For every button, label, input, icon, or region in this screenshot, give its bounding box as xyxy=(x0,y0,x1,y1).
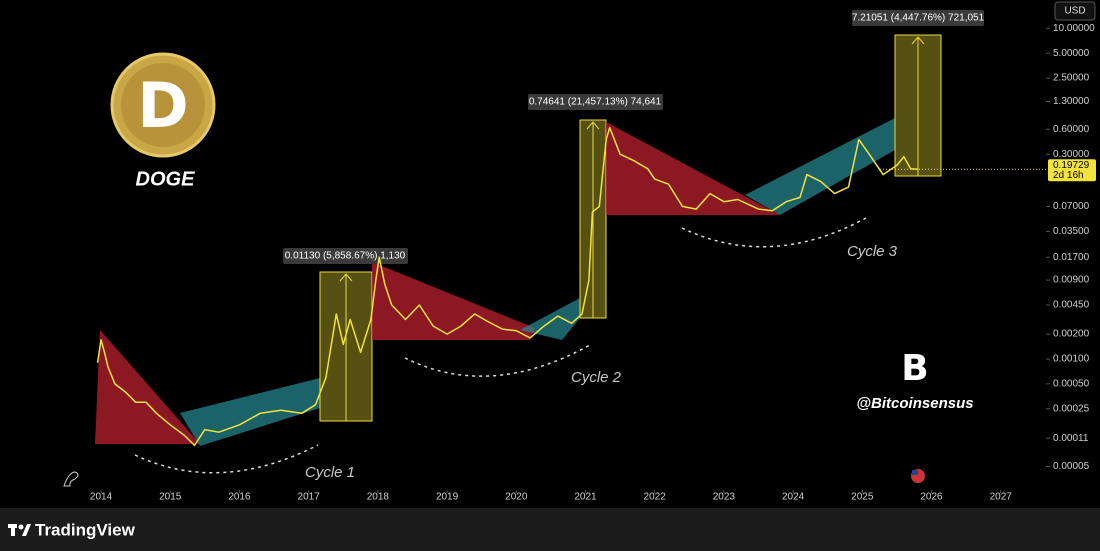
y-tick-label: 0.00100 xyxy=(1053,354,1090,365)
countdown: 2d 16h xyxy=(1053,170,1084,181)
svg-text:D: D xyxy=(137,69,188,142)
x-tick-label: 2026 xyxy=(920,492,943,503)
annotation-bg xyxy=(852,10,984,26)
cycle-shapes xyxy=(95,34,942,474)
annotation: 0.01130 (5,858.67%) 1,130 xyxy=(285,251,406,262)
currency: USD xyxy=(1064,6,1085,17)
x-tick-label: 2020 xyxy=(505,492,528,503)
brand-b-logo: B xyxy=(901,348,928,389)
doge-logo: D xyxy=(110,52,216,158)
y-tick-label: 0.60000 xyxy=(1053,124,1090,135)
x-tick-label: 2019 xyxy=(436,492,459,503)
y-tick-label: 0.30000 xyxy=(1053,149,1090,160)
y-tick-label: 0.00005 xyxy=(1053,461,1090,472)
x-tick-label: 2022 xyxy=(644,492,667,503)
annotation: 0.74641 (21,457.13%) 74,641 xyxy=(529,97,662,108)
x-tick-label: 2027 xyxy=(990,492,1013,503)
y-tick-label: 0.00011 xyxy=(1053,433,1089,444)
decline-triangle xyxy=(606,122,780,215)
brand: TradingView xyxy=(35,520,136,539)
annotation-bg xyxy=(283,248,408,264)
y-tick-label: 10.00000 xyxy=(1053,23,1095,34)
tv-logo xyxy=(8,524,31,536)
y-tick-label: 2.50000 xyxy=(1053,73,1090,84)
cycle-label: Cycle 2 xyxy=(571,369,622,386)
footer-bar xyxy=(0,508,1100,551)
x-tick-label: 2025 xyxy=(851,492,874,503)
y-tick-label: 0.00900 xyxy=(1053,275,1090,286)
decline-triangle xyxy=(372,262,535,340)
plot: 10.00000 5.00000 2.50000 1.30000 0.60000 0.30… xyxy=(90,23,1096,503)
symbol-label: DOGE xyxy=(136,168,196,190)
growth-band xyxy=(520,298,580,340)
x-tick-label: 2023 xyxy=(713,492,736,503)
decline-triangle xyxy=(95,330,200,444)
dino-icon xyxy=(63,471,79,487)
x-tick-label: 2021 xyxy=(574,492,597,503)
svg-text:B: B xyxy=(901,348,928,389)
price-line xyxy=(96,126,918,447)
last-price: 0.19729 xyxy=(1053,160,1090,171)
currency-box xyxy=(1054,1,1096,21)
last-price-box xyxy=(1048,159,1096,182)
x-tick-label: 2015 xyxy=(159,492,182,503)
annotation-bg xyxy=(528,94,663,110)
y-tick-label: 0.00450 xyxy=(1053,300,1090,311)
y-tick-label: 1.30000 xyxy=(1053,96,1090,107)
y-tick-label: 0.01700 xyxy=(1053,252,1090,263)
y-tick-label: 0.00050 xyxy=(1053,378,1090,389)
y-tick-label: 0.00025 xyxy=(1053,403,1090,414)
y-tick-label: 0.03500 xyxy=(1053,226,1090,237)
growth-band xyxy=(180,378,320,446)
y-tick-label: 5.00000 xyxy=(1053,48,1090,59)
cycle-label: Cycle 1 xyxy=(305,464,355,481)
x-tick-label: 2014 xyxy=(90,492,113,503)
x-tick-label: 2017 xyxy=(298,492,321,503)
watermark: @Bitcoinsensus xyxy=(856,395,973,412)
cycle-arrows xyxy=(134,217,867,474)
annotation-boxes: 0.01130 (5,858.67%) 1,130 0.74641 (21,45… xyxy=(283,10,985,264)
x-tick-label: 2016 xyxy=(228,492,251,503)
annotation: 7.21051 (4,447.76%) 721,051 xyxy=(852,13,985,24)
y-tick-label: 0.07000 xyxy=(1053,201,1090,212)
flag-icon xyxy=(911,469,925,483)
x-tick-label: 2018 xyxy=(367,492,390,503)
gain-arrows xyxy=(339,36,925,421)
cycle-label: Cycle 3 xyxy=(847,243,898,260)
y-tick-label: 0.00200 xyxy=(1053,329,1090,340)
x-tick-label: 2024 xyxy=(782,492,805,503)
